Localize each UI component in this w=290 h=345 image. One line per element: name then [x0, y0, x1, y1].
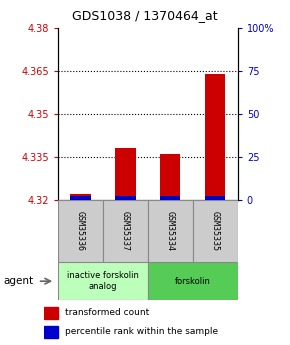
Text: GSM35335: GSM35335: [211, 211, 220, 251]
Bar: [148, 200, 193, 262]
Text: GSM35337: GSM35337: [121, 211, 130, 251]
Text: transformed count: transformed count: [66, 308, 150, 317]
Bar: [205, 73, 225, 200]
Bar: [205, 196, 225, 200]
Text: agent: agent: [3, 276, 33, 286]
Bar: [44, 326, 58, 337]
Text: GSM35334: GSM35334: [166, 211, 175, 251]
Bar: [103, 200, 148, 262]
Bar: [160, 154, 180, 200]
Bar: [160, 196, 180, 200]
Text: forskolin: forskolin: [175, 277, 211, 286]
Bar: [115, 148, 135, 200]
Text: percentile rank within the sample: percentile rank within the sample: [66, 327, 219, 336]
Text: GDS1038 / 1370464_at: GDS1038 / 1370464_at: [72, 9, 218, 22]
Bar: [70, 194, 90, 200]
Text: GSM35336: GSM35336: [76, 211, 85, 251]
Bar: [58, 200, 103, 262]
Text: inactive forskolin
analog: inactive forskolin analog: [67, 272, 139, 291]
Bar: [193, 200, 238, 262]
Bar: [58, 262, 148, 300]
Bar: [148, 262, 238, 300]
Bar: [44, 307, 58, 318]
Bar: [115, 196, 135, 200]
Bar: [70, 196, 90, 200]
